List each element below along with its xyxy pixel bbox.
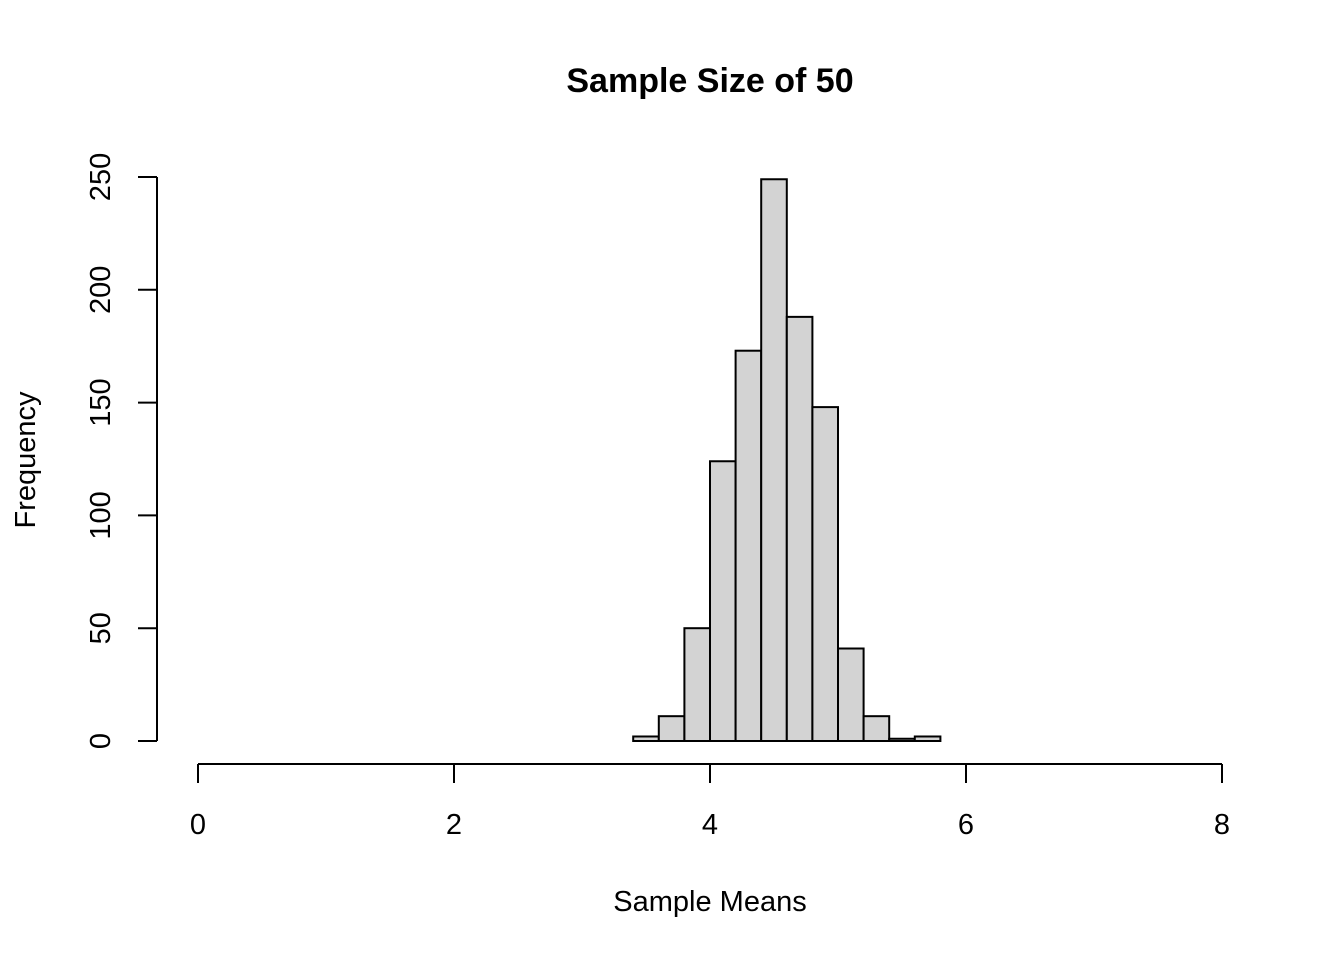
histogram-bar-11: [913, 735, 942, 742]
y-tick-label-0: 0: [85, 733, 117, 749]
y-tick-label-3: 150: [85, 378, 117, 426]
y-tick-label-2: 100: [85, 491, 117, 539]
bars-group: [632, 178, 942, 743]
y-tick-label-1: 50: [85, 612, 117, 644]
histogram-bar-2: [683, 627, 712, 743]
x-tick-label-4: 8: [1214, 809, 1230, 841]
histogram-bar-10: [888, 737, 916, 743]
y-axis-label: Frequency: [10, 391, 42, 529]
y-tick-label-5: 250: [85, 153, 117, 201]
histogram-bar-0: [632, 735, 660, 742]
y-axis: 0 50 100 150 200 250: [85, 153, 158, 749]
histogram-bar-1: [657, 715, 686, 743]
x-tick-label-0: 0: [190, 809, 206, 841]
x-tick-label-3: 6: [958, 809, 974, 841]
histogram-bar-8: [837, 647, 865, 743]
histogram-bar-5: [760, 178, 788, 743]
y-tick-label-4: 200: [85, 266, 117, 314]
histogram-bar-9: [862, 715, 891, 743]
x-axis-label: Sample Means: [613, 886, 806, 918]
histogram-bar-6: [785, 315, 814, 742]
histogram-bar-4: [734, 349, 763, 742]
histogram-bar-3: [709, 460, 737, 742]
x-tick-label-2: 4: [702, 809, 718, 841]
chart-title: Sample Size of 50: [566, 62, 853, 100]
x-tick-label-1: 2: [446, 809, 462, 841]
histogram-bar-7: [811, 406, 840, 742]
x-axis: 0 2 4 6 8: [190, 763, 1230, 841]
